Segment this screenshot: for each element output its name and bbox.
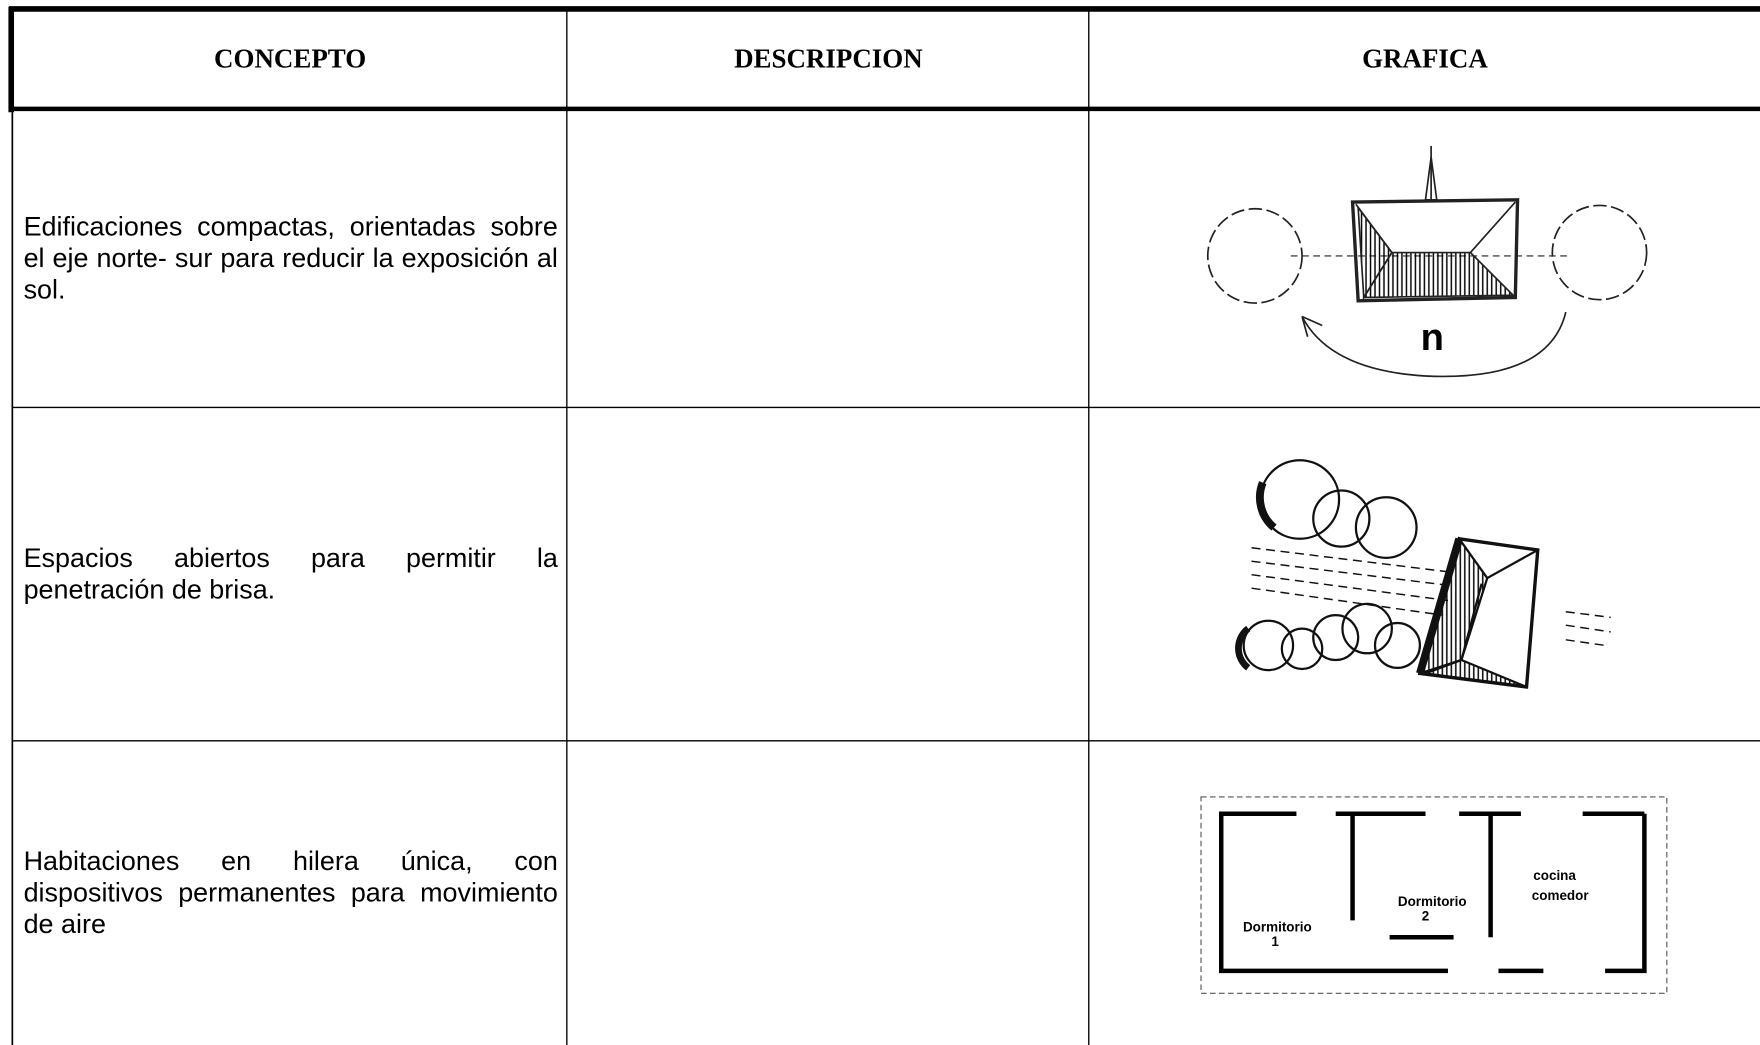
concept-text: Edificaciones compactas, orientadas sobr…	[23, 211, 558, 305]
room-label: Dormitorio	[1398, 894, 1467, 909]
room-label: Dormitorio	[1243, 920, 1312, 935]
room-label: 1	[1271, 934, 1279, 949]
concept-text: Espacios abiertos para permitir la penet…	[23, 543, 558, 606]
concept-cell: Habitaciones en hilera única, con dispos…	[12, 742, 566, 1045]
north-label: n	[1421, 316, 1444, 359]
room-label: 2	[1422, 908, 1429, 923]
room-label: cocina	[1533, 868, 1576, 883]
room-label: comedor	[1532, 888, 1590, 903]
orientation-sketch: n	[1206, 145, 1648, 378]
header-cell: CONCEPTO	[214, 44, 367, 74]
header-cell: GRAFICA	[1362, 44, 1488, 74]
concept-cell: Espacios abiertos para permitir la penet…	[12, 409, 566, 741]
breeze-sketch	[1235, 459, 1611, 689]
floor-plan: cocina comedor Dormitorio 2 Dormitorio 1	[1200, 796, 1668, 994]
concept-cell: Edificaciones compactas, orientadas sobr…	[12, 110, 566, 407]
header-cell: DESCRIPCION	[734, 44, 923, 74]
concept-text: Habitaciones en hilera única, con dispos…	[23, 846, 558, 940]
